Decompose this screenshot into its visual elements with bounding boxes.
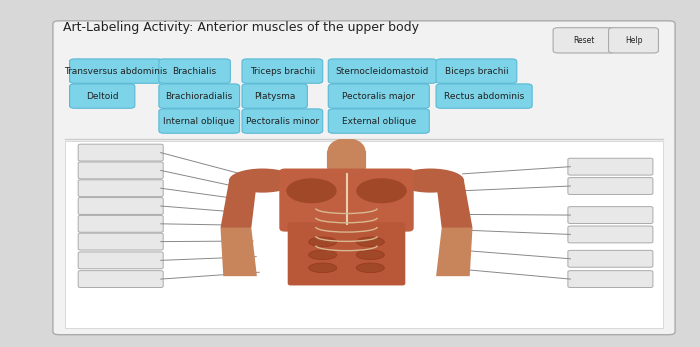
Text: Triceps brachii: Triceps brachii bbox=[250, 67, 315, 76]
FancyBboxPatch shape bbox=[53, 21, 675, 335]
FancyBboxPatch shape bbox=[288, 222, 405, 286]
FancyBboxPatch shape bbox=[159, 59, 230, 83]
Text: Pectoralis minor: Pectoralis minor bbox=[246, 117, 319, 126]
Text: External oblique: External oblique bbox=[342, 117, 416, 126]
Text: Pectoralis major: Pectoralis major bbox=[342, 92, 415, 101]
Ellipse shape bbox=[309, 263, 337, 273]
FancyBboxPatch shape bbox=[568, 207, 653, 223]
Text: Brachialis: Brachialis bbox=[172, 67, 217, 76]
FancyBboxPatch shape bbox=[568, 271, 653, 288]
Ellipse shape bbox=[309, 250, 337, 260]
Polygon shape bbox=[220, 228, 257, 276]
Text: Sternocleidomastoid: Sternocleidomastoid bbox=[336, 67, 429, 76]
Ellipse shape bbox=[356, 263, 384, 273]
FancyBboxPatch shape bbox=[553, 28, 615, 53]
Text: Deltoid: Deltoid bbox=[86, 92, 118, 101]
Text: Biceps brachii: Biceps brachii bbox=[444, 67, 508, 76]
FancyBboxPatch shape bbox=[242, 59, 323, 83]
FancyBboxPatch shape bbox=[279, 169, 414, 232]
FancyBboxPatch shape bbox=[69, 84, 135, 108]
FancyBboxPatch shape bbox=[328, 84, 429, 108]
FancyBboxPatch shape bbox=[78, 197, 163, 214]
Text: Rectus abdominis: Rectus abdominis bbox=[444, 92, 524, 101]
FancyBboxPatch shape bbox=[436, 84, 532, 108]
Ellipse shape bbox=[356, 250, 384, 260]
FancyBboxPatch shape bbox=[327, 150, 366, 169]
FancyBboxPatch shape bbox=[78, 271, 163, 288]
FancyBboxPatch shape bbox=[568, 226, 653, 243]
FancyBboxPatch shape bbox=[78, 215, 163, 232]
Ellipse shape bbox=[397, 169, 464, 193]
Polygon shape bbox=[436, 228, 473, 276]
FancyBboxPatch shape bbox=[328, 109, 429, 133]
FancyBboxPatch shape bbox=[436, 59, 517, 83]
Ellipse shape bbox=[286, 178, 337, 203]
FancyBboxPatch shape bbox=[568, 251, 653, 267]
FancyBboxPatch shape bbox=[78, 162, 163, 179]
FancyBboxPatch shape bbox=[328, 59, 437, 83]
Polygon shape bbox=[220, 181, 257, 228]
FancyBboxPatch shape bbox=[78, 180, 163, 197]
FancyBboxPatch shape bbox=[78, 144, 163, 161]
Polygon shape bbox=[436, 181, 473, 228]
FancyBboxPatch shape bbox=[69, 59, 162, 83]
FancyBboxPatch shape bbox=[78, 252, 163, 269]
Ellipse shape bbox=[309, 237, 337, 247]
Circle shape bbox=[328, 139, 365, 163]
Text: Brachioradialis: Brachioradialis bbox=[166, 92, 233, 101]
FancyBboxPatch shape bbox=[568, 158, 653, 175]
FancyBboxPatch shape bbox=[568, 178, 653, 194]
Text: Internal oblique: Internal oblique bbox=[163, 117, 235, 126]
FancyBboxPatch shape bbox=[159, 109, 239, 133]
Text: Help: Help bbox=[624, 36, 643, 45]
FancyBboxPatch shape bbox=[65, 141, 663, 328]
FancyBboxPatch shape bbox=[242, 84, 307, 108]
Text: Reset: Reset bbox=[573, 36, 595, 45]
FancyBboxPatch shape bbox=[608, 28, 659, 53]
Text: Art-Labeling Activity: Anterior muscles of the upper body: Art-Labeling Activity: Anterior muscles … bbox=[63, 21, 419, 34]
Ellipse shape bbox=[356, 178, 407, 203]
Ellipse shape bbox=[229, 169, 296, 193]
Text: Transversus abdominis: Transversus abdominis bbox=[64, 67, 167, 76]
Ellipse shape bbox=[356, 237, 384, 247]
FancyBboxPatch shape bbox=[159, 84, 239, 108]
FancyBboxPatch shape bbox=[242, 109, 323, 133]
Text: Platysma: Platysma bbox=[254, 92, 295, 101]
FancyBboxPatch shape bbox=[78, 233, 163, 250]
